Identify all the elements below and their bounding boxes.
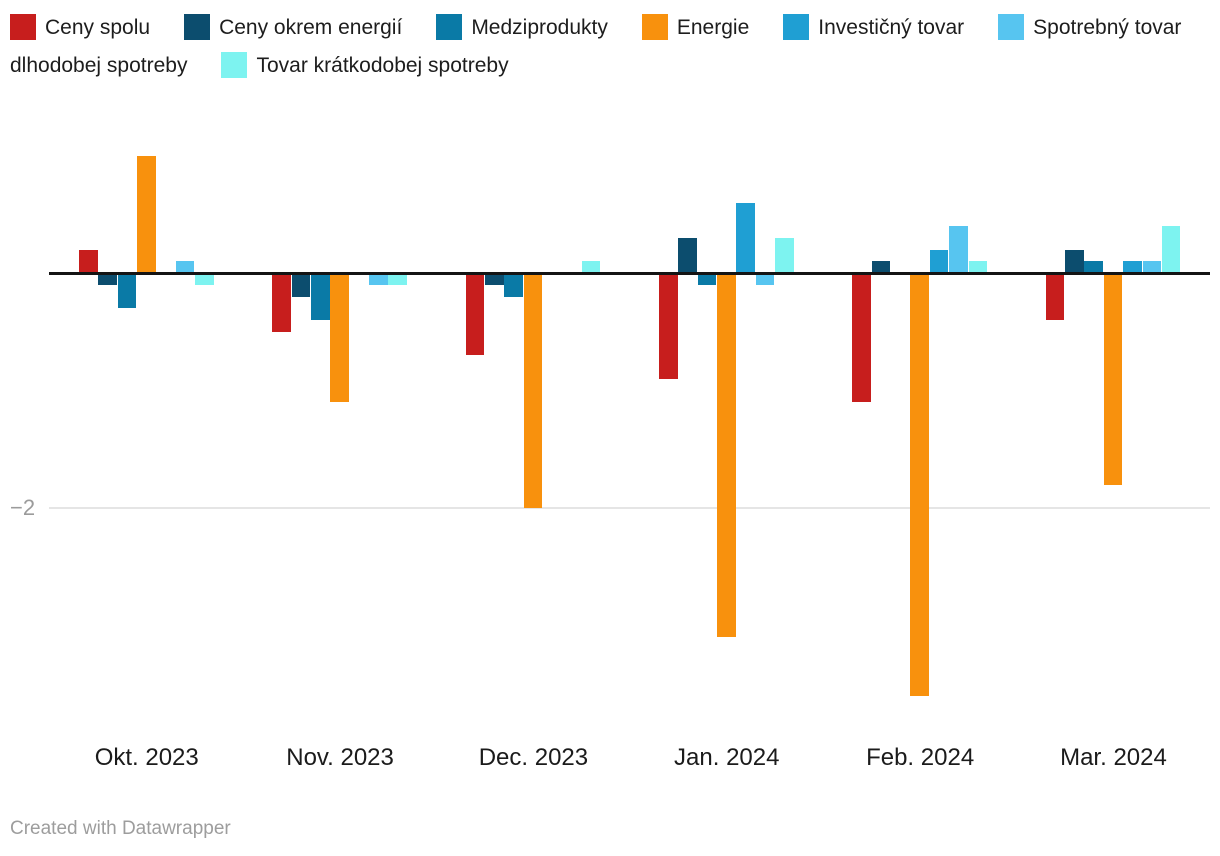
bar-jan-2024-series-0	[659, 273, 678, 379]
legend-swatch-icon	[221, 52, 248, 78]
bar-mar-2024-series-5	[1142, 261, 1162, 273]
x-axis-label-5: Mar. 2024	[1060, 744, 1167, 771]
legend-item-2: Medziprodukty	[436, 14, 608, 40]
legend-item-3: Energie	[641, 14, 750, 40]
bar-dec-2023-series-0	[465, 273, 485, 356]
bar-dec-2023-series-6	[581, 261, 601, 273]
legend-swatch-icon	[436, 14, 463, 40]
bar-okt-2023-series-5	[175, 261, 195, 273]
bar-feb-2024-series-4	[929, 249, 949, 273]
gridline-minus-2	[49, 507, 1210, 509]
legend-label: Spotrebný tovar dlhodobej spotreby	[10, 16, 1182, 77]
bar-okt-2023-series-1	[98, 273, 117, 285]
bar-feb-2024-series-3	[910, 273, 930, 696]
bar-mar-2024-series-1	[1065, 249, 1084, 273]
bar-nov-2023-series-1	[291, 273, 311, 297]
bar-dec-2023-series-1	[485, 273, 504, 285]
x-axis-label-3: Jan. 2024	[674, 744, 780, 771]
bar-nov-2023-series-6	[388, 273, 408, 285]
legend-item-5: Spotrebný tovar dlhodobej spotreby	[10, 14, 1182, 77]
x-axis-label-1: Nov. 2023	[286, 744, 394, 771]
legend-item-0: Ceny spolu	[10, 14, 151, 40]
legend-label: Ceny okrem energií	[219, 16, 403, 39]
legend-label: Tovar krátkodobej spotreby	[256, 54, 509, 77]
legend-label: Energie	[676, 16, 750, 39]
bar-mar-2024-series-3	[1103, 273, 1123, 485]
bar-okt-2023-series-2	[117, 273, 137, 309]
bar-nov-2023-series-3	[330, 273, 349, 403]
bar-okt-2023-series-0	[79, 249, 98, 273]
bar-jan-2024-series-6	[775, 237, 794, 273]
x-axis-label-0: Okt. 2023	[94, 744, 199, 771]
bar-nov-2023-series-2	[311, 273, 330, 320]
bar-feb-2024-series-1	[871, 261, 891, 273]
legend-label: Ceny spolu	[45, 16, 151, 39]
legend-swatch-icon	[998, 14, 1025, 40]
legend-swatch-icon	[184, 14, 211, 40]
bar-feb-2024-series-6	[968, 261, 988, 273]
bar-mar-2024-series-2	[1084, 261, 1104, 273]
y-axis-tick-label: −2	[10, 495, 36, 520]
bar-mar-2024-series-6	[1161, 226, 1181, 273]
bar-okt-2023-series-3	[137, 155, 156, 273]
chart-legend: Ceny spolu Ceny okrem energií Medziprodukt…	[10, 9, 1212, 85]
bar-okt-2023-series-6	[195, 273, 214, 285]
datawrapper-credit: Created with Datawrapper	[10, 818, 231, 839]
bar-feb-2024-series-5	[949, 226, 968, 273]
bar-jan-2024-series-5	[755, 273, 775, 285]
legend-swatch-icon	[10, 14, 36, 40]
bar-dec-2023-series-2	[504, 273, 523, 297]
bar-jan-2024-series-4	[736, 202, 756, 273]
legend-item-6: Tovar krátkodobej spotreby	[221, 52, 509, 78]
zero-baseline	[49, 272, 1210, 275]
legend-swatch-icon	[783, 14, 810, 40]
bar-feb-2024-series-0	[852, 273, 871, 403]
bar-mar-2024-series-0	[1045, 273, 1065, 320]
legend-label: Investičný tovar	[818, 16, 965, 39]
bar-nov-2023-series-0	[272, 273, 291, 332]
x-axis-label-4: Feb. 2024	[866, 744, 975, 771]
legend-item-4: Investičný tovar	[783, 14, 965, 40]
x-axis-label-2: Dec. 2023	[478, 744, 589, 771]
bar-jan-2024-series-1	[678, 237, 697, 273]
bar-mar-2024-series-4	[1123, 261, 1142, 273]
bar-jan-2024-series-2	[697, 273, 717, 285]
legend-item-1: Ceny okrem energií	[184, 14, 403, 40]
bar-jan-2024-series-3	[717, 273, 736, 638]
bar-dec-2023-series-3	[523, 273, 543, 508]
legend-label: Medziprodukty	[471, 16, 608, 39]
legend-swatch-icon	[641, 14, 668, 40]
bar-nov-2023-series-5	[369, 273, 388, 285]
